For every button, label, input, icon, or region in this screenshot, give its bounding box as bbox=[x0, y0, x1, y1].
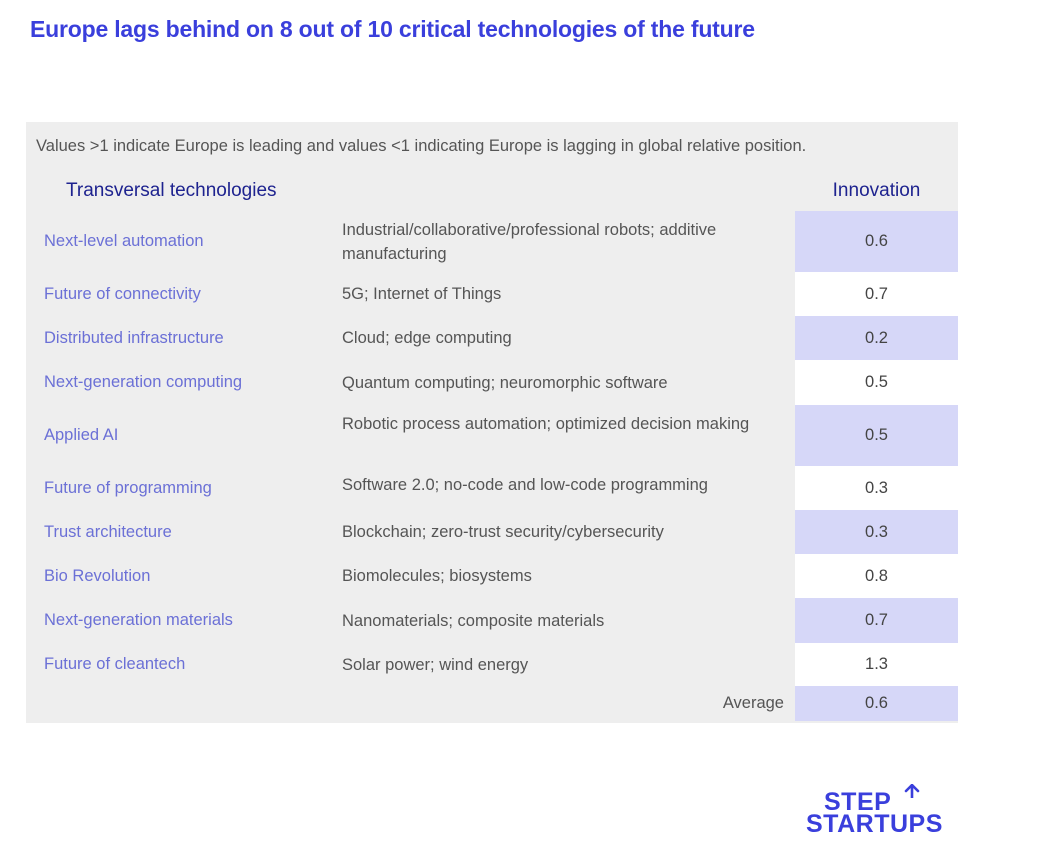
technology-name: Future of connectivity bbox=[44, 284, 201, 303]
logo-text-startups: STARTUPS bbox=[806, 810, 943, 838]
logo-text-step: STEP bbox=[824, 788, 892, 816]
table-row: Future of programming Software 2.0; no-c… bbox=[26, 466, 958, 510]
technology-table-panel: Values >1 indicate Europe is leading and… bbox=[26, 122, 958, 723]
technology-description: Cloud; edge computing bbox=[342, 329, 512, 347]
step-startups-logo: STEP STARTUPS bbox=[806, 784, 966, 842]
technology-name: Next-generation computing bbox=[44, 373, 243, 391]
technology-name: Next-generation materials bbox=[44, 611, 233, 629]
average-row: Average 0.6 bbox=[26, 686, 958, 721]
table-row: Next-level automation Industrial/collabo… bbox=[26, 211, 958, 272]
table-row: Future of cleantech Solar power; wind en… bbox=[26, 643, 958, 686]
technology-description: Robotic process automation; optimized de… bbox=[342, 415, 750, 433]
innovation-value: 1.3 bbox=[795, 643, 958, 686]
table-note: Values >1 indicate Europe is leading and… bbox=[36, 137, 807, 155]
innovation-value: 0.5 bbox=[795, 405, 958, 466]
table-row: Next-generation computing Quantum comput… bbox=[26, 360, 958, 405]
innovation-value: 0.3 bbox=[795, 466, 958, 510]
table-row: Next-generation materials Nanomaterials;… bbox=[26, 598, 958, 643]
technology-name: Future of cleantech bbox=[44, 655, 186, 673]
technology-description: Industrial/collaborative/professional ro… bbox=[342, 221, 717, 263]
column-header-innovation: Innovation bbox=[832, 180, 921, 201]
table-row: Bio Revolution Biomolecules; biosystems … bbox=[26, 554, 958, 598]
table-row: Future of connectivity 5G; Internet of T… bbox=[26, 272, 958, 316]
technology-name: Next-level automation bbox=[44, 232, 204, 250]
table-row: Trust architecture Blockchain; zero-trus… bbox=[26, 510, 958, 554]
technology-name: Applied AI bbox=[44, 426, 119, 444]
page-title: Europe lags behind on 8 out of 10 critic… bbox=[30, 16, 755, 42]
technology-description: Biomolecules; biosystems bbox=[342, 567, 532, 585]
innovation-value: 0.7 bbox=[795, 272, 958, 316]
up-arrow-icon bbox=[904, 784, 920, 798]
innovation-value: 0.8 bbox=[795, 554, 958, 598]
average-label: Average bbox=[722, 694, 784, 712]
technology-name: Future of programming bbox=[44, 478, 212, 497]
technology-table: Next-level automation Industrial/collabo… bbox=[26, 211, 958, 721]
technology-name: Bio Revolution bbox=[44, 566, 151, 585]
technology-name: Distributed infrastructure bbox=[44, 328, 224, 347]
technology-description: Software 2.0; no-code and low-code progr… bbox=[342, 476, 708, 494]
innovation-value: 0.6 bbox=[795, 211, 958, 272]
average-value: 0.6 bbox=[795, 686, 958, 721]
technology-description: 5G; Internet of Things bbox=[342, 285, 502, 303]
innovation-value: 0.5 bbox=[795, 360, 958, 405]
column-header-technologies: Transversal technologies bbox=[66, 180, 277, 201]
innovation-value: 0.2 bbox=[795, 316, 958, 360]
table-row: Distributed infrastructure Cloud; edge c… bbox=[26, 316, 958, 360]
technology-description: Solar power; wind energy bbox=[342, 655, 529, 674]
technology-description: Nanomaterials; composite materials bbox=[342, 611, 605, 630]
innovation-value: 0.7 bbox=[795, 598, 958, 643]
innovation-value: 0.3 bbox=[795, 510, 958, 554]
table-row: Applied AI Robotic process automation; o… bbox=[26, 405, 958, 466]
technology-description: Blockchain; zero-trust security/cybersec… bbox=[342, 523, 664, 541]
technology-description: Quantum computing; neuromorphic software bbox=[342, 373, 668, 392]
technology-name: Trust architecture bbox=[44, 522, 172, 541]
